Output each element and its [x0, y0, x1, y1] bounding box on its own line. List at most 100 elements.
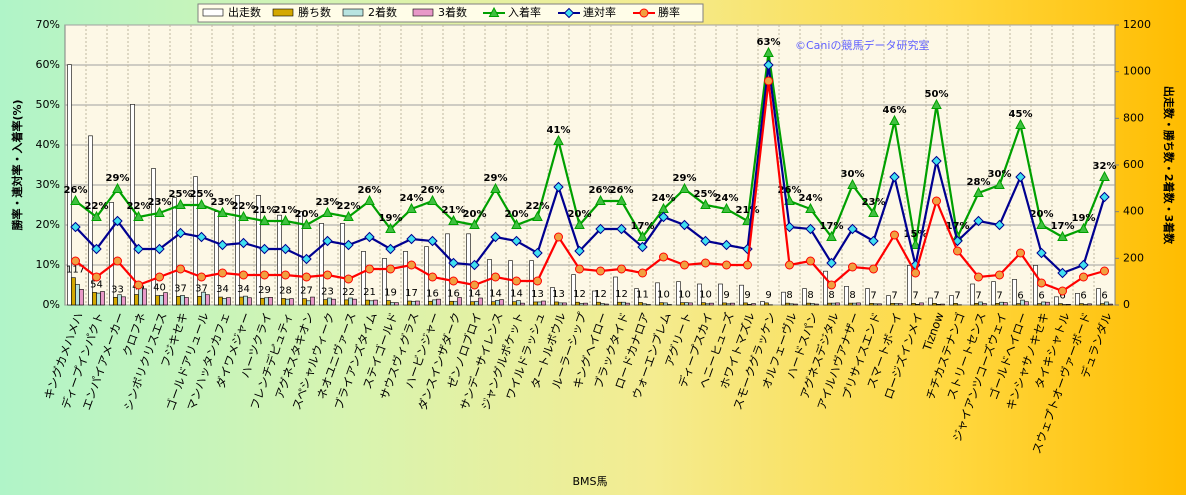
legend-swatch	[342, 8, 364, 17]
data-label: 12	[573, 289, 586, 300]
data-label: 26%	[610, 185, 634, 196]
bar	[709, 302, 714, 306]
line-marker	[491, 272, 500, 282]
line-marker	[932, 196, 941, 206]
line-marker	[679, 182, 690, 193]
line-marker	[343, 210, 354, 221]
data-label: 34	[216, 284, 229, 295]
line-marker	[847, 178, 858, 189]
y-tick-label: 50%	[36, 98, 60, 111]
bar	[323, 299, 328, 306]
line-marker	[238, 237, 249, 249]
line-marker	[701, 258, 710, 268]
legend-label: 出走数	[228, 5, 261, 19]
data-label: 34	[237, 284, 250, 295]
data-label: 17%	[820, 221, 844, 232]
bar	[793, 303, 798, 306]
line-marker	[637, 241, 648, 253]
line-marker	[302, 272, 311, 282]
data-label: 50%	[925, 89, 949, 100]
bar	[453, 301, 458, 306]
bar	[638, 302, 643, 306]
data-label: 29%	[673, 173, 697, 184]
annotation: ©Caniの競馬データ研究室	[795, 38, 929, 52]
legend-label: 3着数	[438, 5, 467, 19]
bar	[814, 303, 819, 306]
line-marker	[490, 231, 501, 243]
bar	[331, 298, 336, 306]
bar	[562, 302, 567, 306]
bar	[428, 300, 433, 306]
line-marker	[176, 264, 185, 274]
line-marker	[826, 257, 837, 269]
bar	[1054, 296, 1059, 306]
bar	[730, 302, 735, 306]
line-marker	[848, 262, 857, 272]
y-tick-label: 70%	[36, 18, 60, 31]
bar	[96, 292, 101, 306]
line-marker	[763, 46, 774, 57]
bar	[722, 302, 727, 306]
data-label: 22%	[526, 201, 550, 212]
bar	[533, 301, 538, 306]
data-label: 40	[153, 283, 166, 294]
line-marker	[764, 76, 773, 86]
bar	[491, 301, 496, 306]
line-marker	[134, 280, 143, 290]
line-marker	[994, 219, 1005, 231]
data-label: 21%	[274, 205, 298, 216]
line-marker	[197, 272, 206, 282]
bar	[625, 302, 630, 306]
line-marker	[575, 264, 584, 274]
data-label: 15%	[904, 229, 928, 240]
data-label: 32%	[1093, 161, 1117, 172]
line-marker	[322, 235, 333, 247]
bar	[92, 292, 97, 306]
bar	[949, 295, 954, 306]
line-marker	[427, 194, 438, 205]
bar	[747, 303, 752, 306]
line-marker	[280, 214, 291, 225]
bar	[621, 301, 626, 306]
bar	[1012, 279, 1017, 306]
line-marker	[175, 227, 186, 239]
bar	[193, 176, 198, 306]
bar	[197, 296, 202, 306]
bar	[117, 294, 122, 306]
bar	[289, 298, 294, 306]
data-label: 41%	[547, 125, 571, 136]
data-label: 21	[363, 287, 376, 298]
line-marker	[133, 210, 144, 221]
line-marker	[301, 218, 312, 229]
line-marker	[868, 206, 879, 217]
bar	[499, 299, 504, 306]
bar	[121, 296, 126, 306]
data-label: 19%	[1072, 213, 1096, 224]
bar	[995, 303, 1000, 306]
line-marker	[994, 178, 1005, 189]
line-marker	[91, 210, 102, 221]
line-marker	[553, 134, 564, 145]
bar	[974, 303, 979, 306]
y2-axis-title: 出走数・勝ち数・2着数・3着数	[1162, 86, 1176, 245]
bar	[75, 284, 80, 306]
line-marker	[680, 260, 689, 270]
bar	[1087, 303, 1092, 306]
line-marker	[1016, 248, 1025, 258]
data-label: 28	[279, 285, 292, 296]
bar	[340, 223, 345, 306]
line-marker	[1078, 259, 1089, 271]
line-marker	[1099, 191, 1110, 203]
data-label: 37	[195, 283, 208, 294]
data-label: 14	[510, 289, 523, 300]
data-label: 28%	[967, 177, 991, 188]
data-label: 30%	[988, 169, 1012, 180]
bar	[953, 303, 958, 306]
data-label: 24%	[715, 193, 739, 204]
data-label: 63%	[757, 37, 781, 48]
data-label: 9	[744, 290, 750, 301]
line-marker	[70, 194, 81, 205]
bar	[991, 281, 996, 306]
bar	[688, 302, 693, 306]
bar	[894, 303, 899, 306]
